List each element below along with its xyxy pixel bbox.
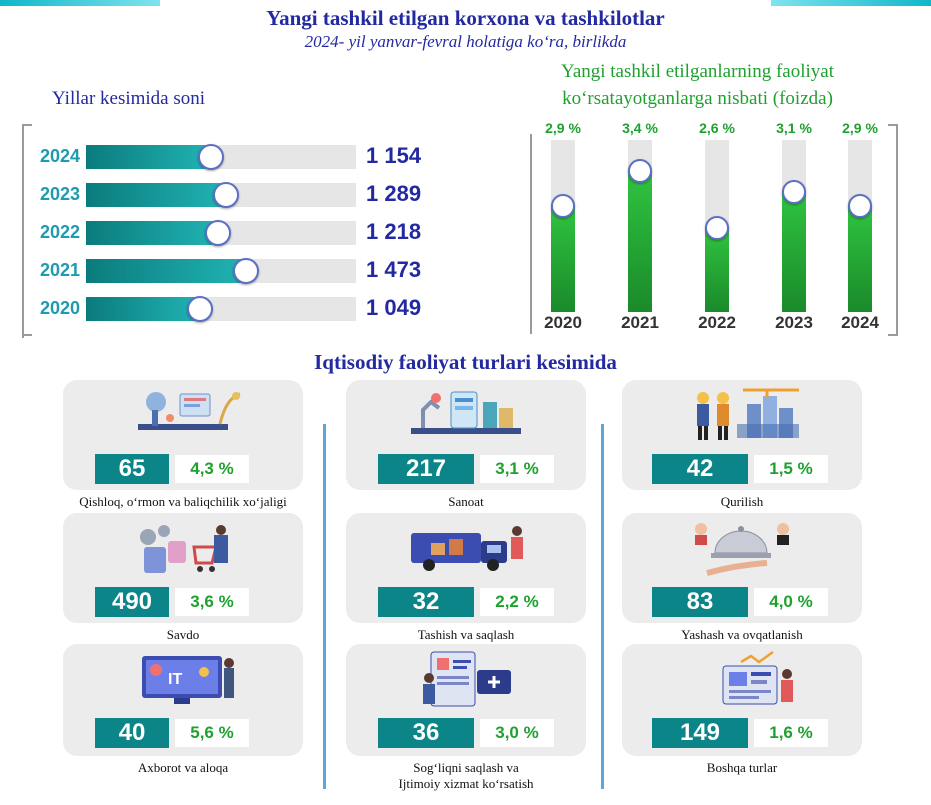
sector-name: Axborot va aloqa: [137, 760, 229, 775]
bar-fill: [86, 183, 226, 207]
medical-card-icon: [391, 648, 541, 715]
bar-fill: [86, 259, 246, 283]
page-title: Yangi tashkil etilgan korxona va tashkil…: [266, 6, 665, 30]
bar-category-label: 2020: [544, 313, 582, 332]
sector-share: 4,3 %: [175, 455, 249, 483]
sector-share: 3,0 %: [480, 719, 554, 747]
sector-name: Yashash va ovqatlanish: [681, 627, 803, 642]
sector-share: 3,6 %: [175, 588, 249, 616]
sector-count: 32: [378, 587, 474, 617]
left-chart-title: Yillar kesimida soni: [52, 88, 206, 109]
bar-category-label: 2023: [39, 184, 80, 204]
bar-category-label: 2022: [698, 313, 736, 332]
bar-category-label: 2024: [39, 146, 80, 166]
agriculture-lab-icon: [108, 384, 258, 451]
sector-section-title: Iqtisodiy faoliyat turlari kesimida: [314, 350, 617, 374]
bar-value-label: 1 473: [366, 257, 422, 282]
svg-text:IT: IT: [168, 671, 182, 688]
sector-share: 4,0 %: [754, 588, 828, 616]
sector-count: 65: [95, 454, 169, 484]
bar-category-label: 2021: [621, 313, 659, 332]
sector-name: Savdo: [166, 627, 200, 642]
sector-share: 5,6 %: [175, 719, 249, 747]
right-chart-bracket-top: [888, 124, 898, 126]
column-divider-right: [601, 424, 604, 789]
delivery-truck-icon: [391, 517, 541, 584]
bar-value-label: 1 154: [366, 143, 422, 168]
shopping-icon: [108, 517, 258, 584]
column-divider-left: [323, 424, 326, 789]
bar-value-label: 2,9 %: [545, 120, 581, 136]
top-accent-left: [0, 0, 160, 6]
right-chart-left-line: [530, 134, 532, 334]
sector-share: 1,5 %: [754, 455, 828, 483]
sector-share: 2,2 %: [480, 588, 554, 616]
right-chart-bracket-bottom: [888, 334, 898, 336]
sector-share: 3,1 %: [480, 455, 554, 483]
factory-robot-icon: [391, 384, 541, 451]
sector-name: Qishloq, o‘rmon va baliqchilik xo‘jaligi: [79, 494, 287, 509]
left-chart-bracket-top: [22, 124, 32, 126]
bar-category-label: 2022: [39, 222, 80, 242]
sector-name: Boshqa turlar: [706, 760, 778, 775]
column-knob: [705, 216, 729, 240]
column-fill: [782, 191, 806, 312]
bar-knob: [205, 220, 231, 246]
right-chart-title: Yangi tashkil etilganlarning faoliyat ko…: [561, 61, 834, 109]
sector-name: Sog‘liqni saqlash va: [413, 760, 519, 775]
bar-value-label: 1 049: [366, 295, 422, 320]
it-computer-icon: IT: [108, 648, 258, 715]
column-fill: [551, 205, 575, 312]
sector-name: Sanoat: [448, 494, 484, 509]
analytics-board-icon: [667, 648, 817, 715]
left-chart-bracket-line: [22, 124, 24, 338]
left-chart-bracket-bottom: [22, 334, 32, 336]
column-knob: [782, 180, 806, 204]
sector-name: Tashish va saqlash: [417, 627, 515, 642]
bar-fill: [86, 221, 218, 245]
sector-name: Qurilish: [720, 494, 764, 509]
top-accent-right: [771, 0, 931, 6]
bar-value-label: 3,1 %: [776, 120, 812, 136]
sector-count: 83: [652, 587, 748, 617]
column-fill: [848, 205, 872, 312]
bar-value-label: 2,6 %: [699, 120, 735, 136]
bar-category-label: 2023: [775, 313, 813, 332]
sector-count: 149: [652, 718, 748, 748]
column-knob: [551, 194, 575, 218]
bar-category-label: 2020: [39, 298, 80, 318]
bar-knob: [233, 258, 259, 284]
right-chart-bracket-line: [896, 124, 898, 334]
sector-name-line2: Ijtimoiy xizmat ko‘rsatish: [398, 776, 534, 791]
bar-category-label: 2024: [841, 313, 879, 332]
page-subtitle: 2024- yil yanvar-fevral holatiga ko‘ra, …: [304, 32, 627, 51]
bar-value-label: 1 218: [366, 219, 422, 244]
bar-knob: [213, 182, 239, 208]
food-service-icon: [667, 517, 817, 584]
bar-value-label: 1 289: [366, 181, 422, 206]
bar-fill: [86, 145, 211, 169]
sector-count: 217: [378, 454, 474, 484]
sector-share: 1,6 %: [754, 719, 828, 747]
column-fill: [628, 170, 652, 312]
bar-value-label: 3,4 %: [622, 120, 658, 136]
bar-knob: [187, 296, 213, 322]
sector-count: 490: [95, 587, 169, 617]
column-knob: [628, 159, 652, 183]
sector-count: 40: [95, 718, 169, 748]
sector-count: 36: [378, 718, 474, 748]
bar-knob: [198, 144, 224, 170]
column-knob: [848, 194, 872, 218]
bar-category-label: 2021: [39, 260, 80, 280]
construction-workers-icon: [667, 384, 817, 451]
bar-value-label: 2,9 %: [842, 120, 878, 136]
column-fill: [705, 227, 729, 312]
sector-count: 42: [652, 454, 748, 484]
bar-fill: [86, 297, 200, 321]
